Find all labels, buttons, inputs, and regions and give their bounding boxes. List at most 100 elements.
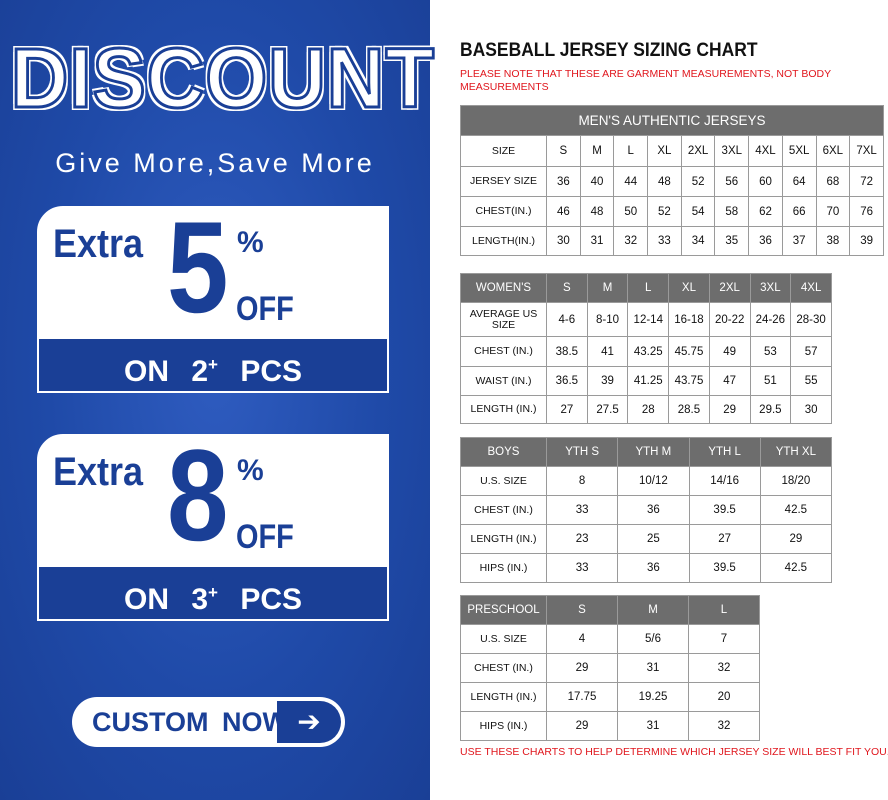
- column-header: YTH L: [688, 437, 761, 467]
- chart-footer: USE THESE CHARTS TO HELP DETERMINE WHICH…: [460, 746, 888, 758]
- table-cell: 40: [579, 166, 615, 197]
- plus: +: [208, 355, 218, 374]
- table-cell: 52: [680, 166, 716, 197]
- pcs-label: PCS: [240, 355, 302, 388]
- table-cell: 43.75: [668, 366, 710, 396]
- column-header: L: [688, 595, 760, 625]
- table-cell: 31: [579, 226, 615, 256]
- table-row: JERSEY SIZE 36 40 44 48 52 56 60 64 68 72: [460, 166, 884, 197]
- table-cell: 39: [849, 226, 884, 256]
- table-cell: 31: [617, 653, 689, 683]
- table-cell: 39.5: [688, 553, 761, 583]
- table-cell: 39: [586, 366, 629, 396]
- table-cell: 37: [781, 226, 817, 256]
- row-label: HIPS (IN.): [460, 553, 547, 583]
- table-cell: 36: [748, 226, 783, 256]
- preschool-table: PRESCHOOL S M L U.S. SIZE 4 5/6 7 CHEST (IN.) 29 3…: [460, 595, 760, 741]
- table-row: CHEST (IN.) 33 36 39.5 42.5: [460, 495, 833, 525]
- table-row: LENGTH (IN.) 27 27.5 28 28.5 29 29.5 30: [460, 395, 832, 424]
- column-header: M: [617, 595, 689, 625]
- row-label: LENGTH (IN.): [460, 395, 547, 424]
- table-cell: 24-26: [749, 302, 792, 337]
- column-header: M: [586, 273, 629, 303]
- table-cell: 31: [617, 711, 689, 741]
- table-cell: 18/20: [759, 466, 833, 496]
- table-cell: 27.5: [586, 395, 629, 424]
- table-row: LENGTH(IN.) 30 31 32 33 34 35 36 37 38 39: [460, 226, 884, 256]
- offer-extra: Extra: [53, 222, 144, 266]
- column-header: S: [546, 273, 588, 303]
- table-cell: 38: [815, 226, 851, 256]
- table-cell: 66: [781, 196, 817, 227]
- table-cell: 39.5: [688, 495, 761, 525]
- table-cell: 4-6: [546, 302, 588, 337]
- table-cell: 6XL: [815, 135, 851, 167]
- table-row: LENGTH (IN.) 23 25 27 29: [460, 524, 833, 554]
- row-label: JERSEY SIZE: [460, 166, 547, 197]
- table-cell: 36: [617, 495, 690, 525]
- boys-table: BOYS YTH S YTH M YTH L YTH XL U.S. SIZE 8 10/12…: [460, 437, 833, 583]
- column-header: XL: [668, 273, 710, 303]
- column-header: YTH S: [545, 437, 619, 467]
- table-cell: 4XL: [748, 135, 783, 167]
- table-row: HIPS (IN.) 33 36 39.5 42.5: [460, 553, 833, 583]
- table-cell: 2XL: [680, 135, 716, 167]
- table-cell: 36: [546, 166, 581, 197]
- table-cell: 36: [617, 553, 690, 583]
- table-cell: 64: [781, 166, 817, 197]
- table-row: U.S. SIZE 4 5/6 7: [460, 624, 760, 654]
- table-cell: 70: [815, 196, 851, 227]
- offer-percent: %: [237, 226, 264, 259]
- table-cell: 3XL: [714, 135, 750, 167]
- table-cell: 20-22: [708, 302, 751, 337]
- offer-value: 8: [167, 434, 229, 568]
- column-header: YTH M: [617, 437, 690, 467]
- table-cell: 29: [759, 524, 833, 554]
- table-cell: 58: [714, 196, 750, 227]
- table-cell: 19.25: [617, 682, 689, 712]
- row-label: HIPS (IN.): [460, 711, 547, 741]
- column-header: PRESCHOOL: [460, 595, 547, 625]
- table-cell: 42.5: [759, 495, 833, 525]
- table-cell: 33: [545, 553, 619, 583]
- offer-off: OFF: [236, 290, 294, 328]
- table-row: CHEST (IN.) 29 31 32: [460, 653, 760, 683]
- table-cell: 60: [748, 166, 783, 197]
- on-label: ON: [124, 583, 169, 616]
- custom-now-label: CUSTOM NOW: [92, 707, 288, 737]
- table-cell: 68: [815, 166, 851, 197]
- row-label: U.S. SIZE: [460, 466, 547, 496]
- table-cell: 42.5: [759, 553, 833, 583]
- table-cell: 48: [647, 166, 682, 197]
- table-row: CHEST(IN.) 46 48 50 52 54 58 62 66 70 76: [460, 196, 884, 227]
- row-label: AVERAGE US SIZE: [460, 302, 547, 337]
- table-cell: 29: [708, 395, 751, 424]
- table-row: SIZE S M L XL 2XL 3XL 4XL 5XL 6XL 7XL: [460, 135, 884, 167]
- table-cell: 41: [586, 336, 629, 367]
- table-cell: 62: [748, 196, 783, 227]
- column-header: 3XL: [749, 273, 792, 303]
- table-cell: 28: [627, 395, 670, 424]
- table-cell: 53: [749, 336, 792, 367]
- column-header: YTH XL: [759, 437, 833, 467]
- row-label: WAIST (IN.): [460, 366, 547, 396]
- promo-panel: DISCOUNT Give More,Save More Extra 5 % O…: [0, 0, 436, 800]
- table-cell: 72: [849, 166, 884, 197]
- table-cell: 5/6: [617, 624, 689, 654]
- table-cell: L: [613, 135, 649, 167]
- arrow-right-icon: ➔: [277, 701, 341, 743]
- row-label: SIZE: [460, 135, 547, 167]
- table-cell: 29: [546, 711, 618, 741]
- tagline: Give More,Save More: [55, 148, 375, 178]
- table-cell: 34: [680, 226, 716, 256]
- offer-percent: %: [237, 454, 264, 487]
- mens-table: MEN'S AUTHENTIC JERSEYS SIZE S M L XL 2XL 3XL 4X…: [460, 105, 884, 256]
- table-cell: 38.5: [546, 336, 588, 367]
- table-cell: M: [579, 135, 615, 167]
- row-label: U.S. SIZE: [460, 624, 547, 654]
- table-row: WAIST (IN.) 36.5 39 41.25 43.75 47 51 55: [460, 366, 832, 396]
- custom-now-button[interactable]: CUSTOM NOW ➔: [72, 697, 345, 747]
- offer-condition: ON 2+ PCS: [39, 339, 387, 391]
- chart-title: BASEBALL JERSEY SIZING CHART: [460, 40, 758, 61]
- on-label: ON: [124, 355, 169, 388]
